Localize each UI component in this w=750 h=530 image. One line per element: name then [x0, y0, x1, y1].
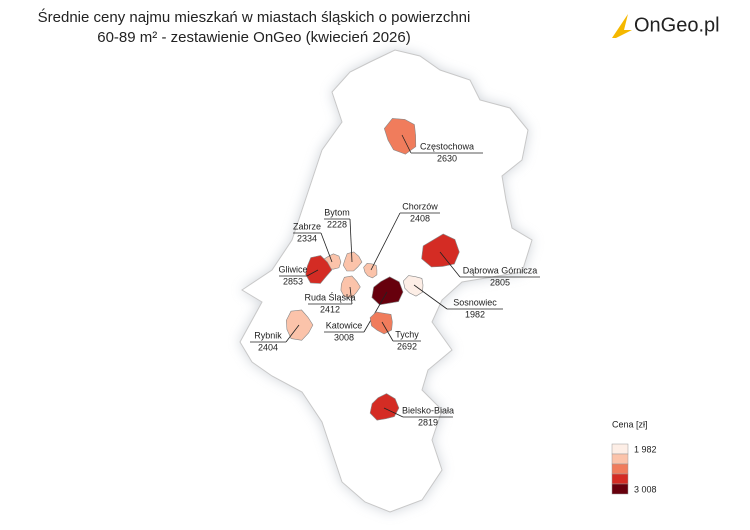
city-name: Dąbrowa Górnicza — [463, 265, 538, 275]
legend-swatch — [611, 483, 629, 495]
city-price: 2404 — [258, 342, 278, 352]
legend-swatch — [611, 453, 629, 465]
city-area — [363, 262, 378, 279]
city-price: 2819 — [418, 417, 438, 427]
leader-line — [439, 251, 461, 278]
leader-line — [383, 407, 404, 418]
city-name: Rybnik — [254, 330, 282, 340]
city-area — [340, 275, 361, 299]
leader-line — [349, 218, 353, 263]
city-name: Sosnowiec — [453, 297, 497, 307]
city-name: Zabrze — [293, 221, 321, 231]
city-name: Gliwice — [278, 264, 307, 274]
city-price: 2408 — [410, 213, 430, 223]
legend-swatch — [611, 463, 629, 475]
city-area — [371, 276, 404, 306]
city-name: Bytom — [324, 207, 350, 217]
legend: Cena [zł] 1 982 3 008 — [611, 419, 657, 495]
logo-icon — [612, 14, 632, 38]
title: 60-89 m² - zestawienie OnGeo (kwiecień 2… — [97, 29, 410, 46]
city-name: Tychy — [395, 329, 419, 339]
city-name: Ruda Śląska — [304, 291, 355, 302]
leader-line — [413, 284, 448, 310]
leader-line — [363, 291, 388, 333]
legend-swatch — [611, 443, 629, 455]
title: Średnie ceny najmu mieszkań w miastach ś… — [38, 8, 471, 26]
city-name: Częstochowa — [420, 141, 474, 151]
city-area — [342, 251, 363, 272]
city-price: 3008 — [334, 332, 354, 342]
city-name: Katowice — [326, 320, 363, 330]
city-area — [402, 275, 424, 297]
leader-line — [320, 232, 333, 263]
city-price: 2692 — [397, 341, 417, 351]
legend-max: 3 008 — [634, 484, 657, 494]
city-price: 2805 — [490, 277, 510, 287]
legend-swatch — [611, 473, 629, 485]
city-price: 2853 — [283, 276, 303, 286]
city-area — [421, 233, 460, 268]
leader-line — [381, 321, 394, 342]
city-name: Chorzów — [402, 201, 438, 211]
leader-line — [306, 269, 319, 277]
city-area — [305, 255, 333, 284]
cities: Częstochowa 2630 Bytom 2228 Zabrze 2334 Chorzó… — [250, 118, 540, 427]
leader-line — [401, 134, 412, 154]
legend-title: Cena [zł] — [612, 419, 648, 429]
leader-line — [370, 212, 401, 271]
city-price: 1982 — [465, 309, 485, 319]
city-area — [369, 393, 400, 421]
city-area — [383, 118, 417, 155]
leader-line — [285, 324, 300, 343]
city-price: 2334 — [297, 233, 317, 243]
logo: OnGeo.pl — [634, 14, 720, 36]
legend-min: 1 982 — [634, 444, 657, 454]
city-price: 2630 — [437, 153, 457, 163]
leader-line — [349, 286, 353, 305]
city-name: Bielsko-Biała — [402, 405, 454, 415]
city-price: 2412 — [320, 304, 340, 314]
city-price: 2228 — [327, 219, 347, 229]
